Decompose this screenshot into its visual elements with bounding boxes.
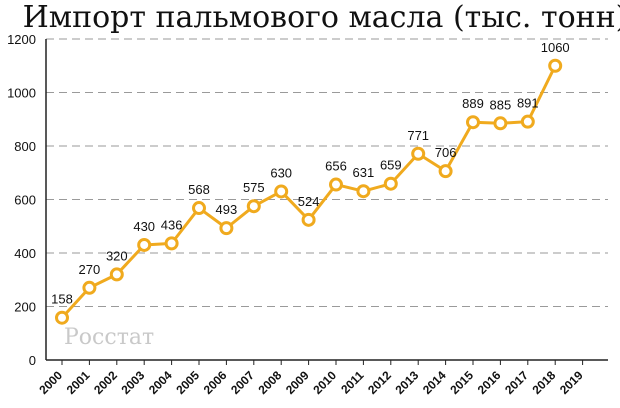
x-tick-label: 2005	[173, 368, 202, 397]
x-tick-label: 2015	[447, 368, 476, 397]
y-tick-label: 800	[14, 139, 36, 154]
data-label: 631	[353, 165, 375, 180]
chart-title: Импорт пальмового масла (тыс. тонн)	[23, 0, 620, 35]
data-point	[137, 237, 152, 252]
x-tick-label: 2016	[475, 368, 504, 397]
x-tick-label: 2007	[228, 368, 257, 397]
data-label: 430	[133, 219, 155, 234]
data-point	[520, 114, 535, 129]
y-tick-label: 1000	[7, 86, 36, 101]
data-point	[493, 116, 508, 131]
data-point	[55, 310, 69, 325]
y-tick-label: 1200	[7, 32, 36, 47]
data-label: 320	[106, 248, 128, 263]
data-point	[164, 236, 179, 251]
data-label: 706	[435, 145, 457, 160]
data-label: 656	[325, 159, 347, 174]
x-tick-label: 2002	[91, 368, 120, 397]
data-label: 771	[407, 128, 429, 143]
data-label: 575	[243, 180, 265, 195]
data-point	[301, 212, 316, 227]
x-tick-label: 2012	[365, 368, 394, 397]
data-point	[192, 201, 206, 216]
y-tick-label: 600	[14, 193, 36, 208]
data-point	[219, 221, 234, 236]
data-label: 659	[380, 158, 402, 173]
x-tick-label: 2001	[64, 368, 93, 397]
series-layer	[55, 58, 563, 325]
y-tick-label: 0	[29, 353, 36, 368]
x-tick-label: 2013	[393, 368, 422, 397]
x-tick-label: 2003	[119, 368, 148, 397]
data-label: 436	[161, 217, 183, 232]
data-point	[548, 58, 563, 73]
x-tick-label: 2008	[256, 368, 285, 397]
y-tick-label: 400	[14, 246, 36, 261]
x-tick-label: 2006	[201, 368, 230, 397]
data-label: 630	[270, 165, 292, 180]
data-point	[109, 267, 124, 282]
x-tick-label: 2011	[338, 368, 367, 397]
data-label: 1060	[541, 40, 570, 55]
x-tick-label: 2014	[420, 368, 449, 397]
data-point	[411, 146, 426, 161]
data-label: 270	[79, 262, 101, 277]
data-label: 493	[216, 202, 238, 217]
data-point	[246, 199, 261, 214]
data-label: 524	[298, 194, 320, 209]
data-point	[466, 115, 480, 130]
x-tick-label: 2018	[530, 368, 559, 397]
gridlines	[46, 38, 608, 307]
x-tick-label: 2019	[557, 368, 586, 397]
x-tick-label: 2010	[310, 368, 339, 397]
x-tick-label: 2004	[146, 368, 175, 397]
data-label: 889	[462, 96, 484, 111]
data-point	[329, 177, 343, 192]
x-tick-label: 2017	[502, 368, 531, 397]
data-label: 885	[490, 97, 512, 112]
data-point	[82, 280, 97, 295]
data-label: 568	[188, 182, 210, 197]
y-tick-label: 200	[14, 300, 36, 315]
data-label: 891	[517, 96, 539, 111]
data-point	[438, 164, 453, 179]
data-point	[356, 184, 371, 199]
data-point	[383, 176, 398, 191]
data-labels: 158 270 320 430 436 568 493 575 630 524 656 631 659 7…	[51, 40, 570, 307]
data-point	[274, 184, 289, 199]
watermark-text: Росстат	[64, 325, 154, 350]
x-tick-label: 2009	[283, 368, 312, 397]
x-tick-label: 2000	[36, 368, 65, 397]
data-label: 158	[51, 292, 73, 307]
